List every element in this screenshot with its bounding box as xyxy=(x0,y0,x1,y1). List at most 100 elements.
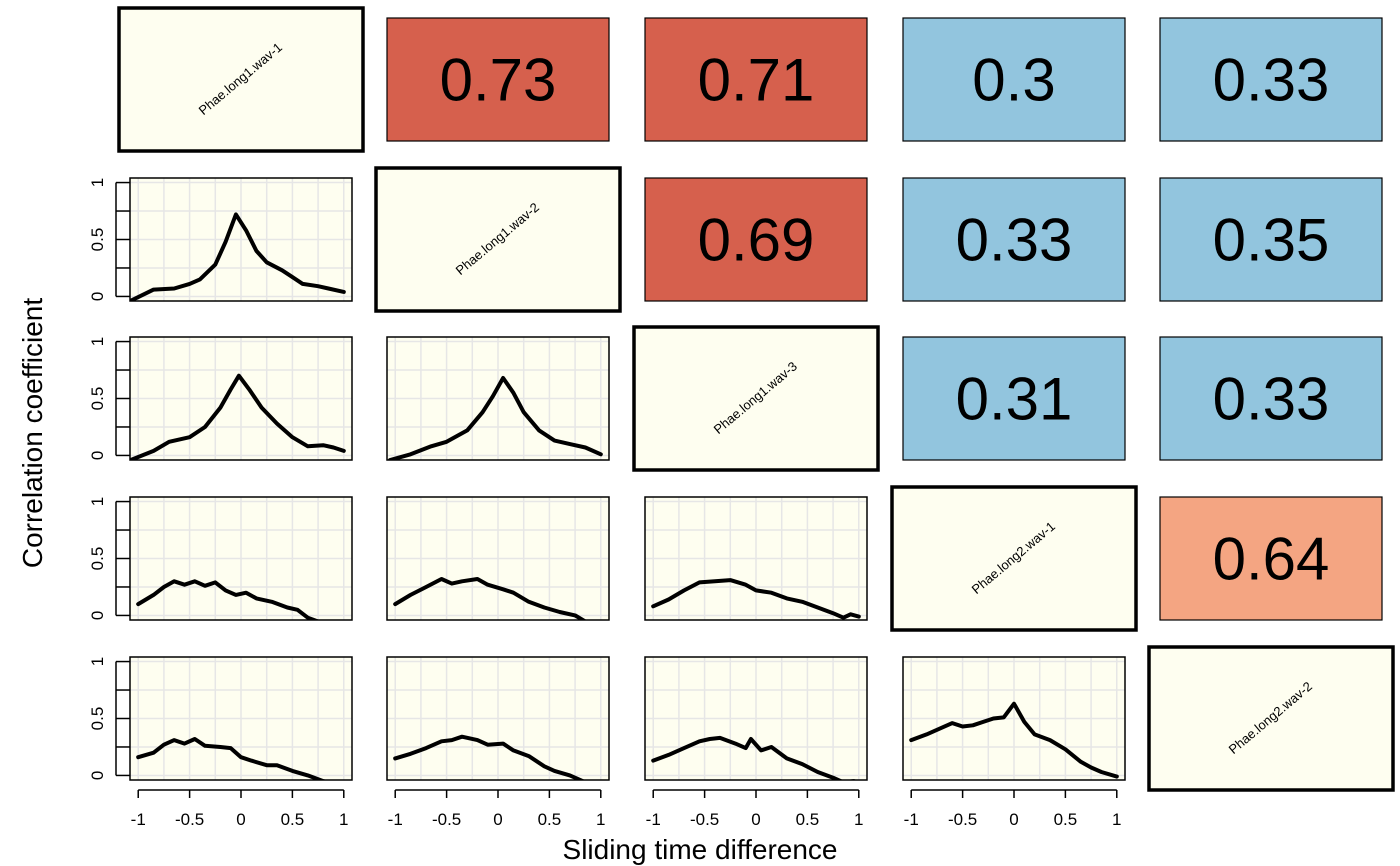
y-tick-label: 1 xyxy=(88,178,107,187)
correlation-box xyxy=(1159,336,1383,461)
correlation-cell: 0.35 xyxy=(1159,177,1383,302)
y-tick-label: 0 xyxy=(88,292,107,301)
x-tick-label: 0.5 xyxy=(281,810,305,829)
plot-frame xyxy=(386,336,610,461)
xcorr-plot xyxy=(129,496,353,621)
correlation-box xyxy=(1159,17,1383,142)
correlation-cell: 0.33 xyxy=(1159,17,1383,142)
y-axis: 00.51 xyxy=(88,178,130,301)
xcorr-curve xyxy=(651,735,858,780)
x-axis: -1 -0.5 0 0.5 1 xyxy=(904,789,1122,829)
correlation-box xyxy=(902,177,1126,302)
diagonal-cell: Phae.long1.wav-2 xyxy=(374,166,622,313)
y-tick-label: 0.5 xyxy=(88,547,107,571)
xcorr-plot xyxy=(644,656,868,781)
x-tick-label: 0.5 xyxy=(538,810,562,829)
diagonal-box xyxy=(117,6,365,153)
plot-grid xyxy=(130,178,352,301)
y-axis-title: Correlation coefficient xyxy=(17,298,48,569)
x-axis: -1 -0.5 0 0.5 1 xyxy=(388,789,606,829)
correlation-value: 0.71 xyxy=(698,47,815,114)
correlation-value: 0.3 xyxy=(972,47,1055,114)
plot-grid xyxy=(903,657,1125,780)
correlation-value: 0.33 xyxy=(1213,366,1330,433)
y-tick-label: 0 xyxy=(88,451,107,460)
xcorr-curve xyxy=(909,701,1119,779)
correlation-box xyxy=(644,177,868,302)
y-tick-label: 1 xyxy=(88,497,107,506)
xcorr-curve xyxy=(136,737,327,780)
diagonal-box xyxy=(632,325,880,472)
xcorr-curve xyxy=(393,734,586,780)
diagonal-box xyxy=(374,166,622,313)
x-tick-label: 1 xyxy=(339,810,348,829)
plot-frame xyxy=(902,656,1126,781)
correlation-box xyxy=(902,336,1126,461)
x-tick-label: -0.5 xyxy=(432,810,461,829)
xcorr-curve xyxy=(388,376,603,460)
y-tick-label: 0.5 xyxy=(88,228,107,252)
diagonal-cell: Phae.long2.wav-1 xyxy=(890,485,1138,632)
xcorr-plot xyxy=(386,496,610,621)
plot-grid xyxy=(645,657,867,780)
plot-frame xyxy=(386,496,610,621)
x-axis-title: Sliding time difference xyxy=(563,834,838,865)
correlation-value: 0.69 xyxy=(698,207,815,274)
xcorr-curve xyxy=(393,577,587,620)
xcorr-plot xyxy=(644,496,868,621)
correlation-cell: 0.71 xyxy=(644,17,868,142)
xcorr-plot xyxy=(902,656,1126,781)
plot-grid xyxy=(645,497,867,620)
correlation-cell: 0.3 xyxy=(902,17,1126,142)
plot-grid xyxy=(387,337,609,460)
correlation-cell: 0.64 xyxy=(1159,496,1383,621)
x-tick-label: 0 xyxy=(1009,810,1018,829)
xcorr-curve xyxy=(136,579,320,620)
y-tick-label: 0 xyxy=(88,611,107,620)
x-tick-label: 0 xyxy=(493,810,502,829)
diagonal-cell: Phae.long1.wav-1 xyxy=(117,6,365,153)
x-axes-layer: -1 -0.5 0 0.5 1 -1 -0.5 0 0.5 1 -1 -0.5 0 0.5 1 -1 -0.5 0… xyxy=(131,789,1122,829)
correlation-value: 0.33 xyxy=(1213,47,1330,114)
diagonal-box xyxy=(1147,645,1395,792)
x-tick-label: -1 xyxy=(904,810,919,829)
y-tick-label: 0.5 xyxy=(88,707,107,731)
y-tick-label: 1 xyxy=(88,657,107,666)
x-axis: -1 -0.5 0 0.5 1 xyxy=(646,789,864,829)
correlation-value: 0.31 xyxy=(956,366,1073,433)
correlation-value: 0.73 xyxy=(440,47,557,114)
plot-frame xyxy=(644,496,868,621)
x-tick-label: 0.5 xyxy=(1054,810,1078,829)
diagonal-cell: Phae.long1.wav-3 xyxy=(632,325,880,472)
correlation-cell: 0.73 xyxy=(386,17,610,142)
xcorr-plot xyxy=(386,656,610,781)
xcorr-plot xyxy=(129,177,353,302)
y-tick-label: 0.5 xyxy=(88,387,107,411)
plot-grid xyxy=(130,337,352,460)
y-axis: 00.51 xyxy=(88,657,130,780)
correlation-cell: 0.33 xyxy=(1159,336,1383,461)
xcorr-curve xyxy=(651,578,861,620)
diagonal-box xyxy=(890,485,1138,632)
correlation-value: 0.33 xyxy=(956,207,1073,274)
x-tick-label: -0.5 xyxy=(948,810,977,829)
correlation-cell: 0.31 xyxy=(902,336,1126,461)
xcorr-curve xyxy=(130,373,346,460)
y-axis: 00.51 xyxy=(88,497,130,620)
xcorr-curve xyxy=(130,212,346,301)
xcorr-plot xyxy=(386,336,610,461)
x-tick-label: -1 xyxy=(646,810,661,829)
correlation-value: 0.35 xyxy=(1213,207,1330,274)
x-tick-label: 0.5 xyxy=(796,810,820,829)
x-tick-label: 1 xyxy=(596,810,605,829)
correlation-box xyxy=(1159,177,1383,302)
y-axis: 00.51 xyxy=(88,337,130,460)
plot-grid xyxy=(130,657,352,780)
x-tick-label: 0 xyxy=(751,810,760,829)
correlation-box xyxy=(1159,496,1383,621)
xcorr-plot xyxy=(129,336,353,461)
x-tick-label: 1 xyxy=(854,810,863,829)
correlation-box xyxy=(902,17,1126,142)
x-tick-label: -0.5 xyxy=(175,810,204,829)
